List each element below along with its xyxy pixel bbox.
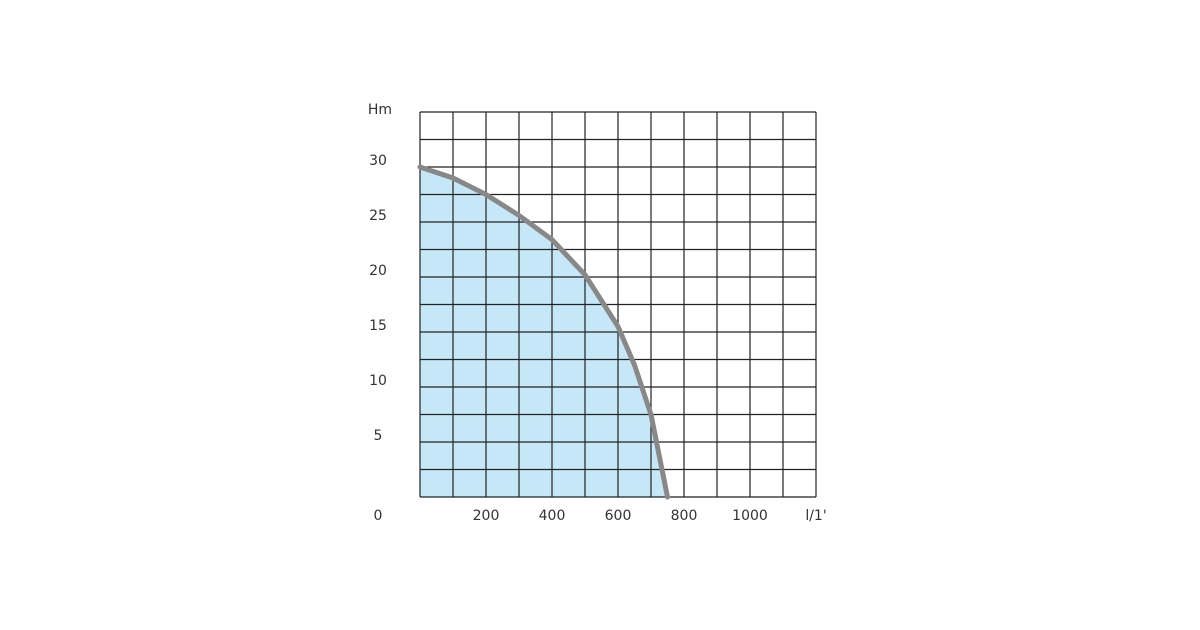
y-tick-label: 5 [374,428,383,444]
y-axis-label: Hm [368,102,392,118]
y-tick-label: 25 [369,208,387,224]
y-tick-label: 20 [369,263,387,279]
x-tick-label: 800 [671,508,698,524]
y-tick-label: 15 [369,318,387,334]
x-tick-label: 200 [473,508,500,524]
x-tick-label: 400 [539,508,566,524]
x-tick-label: 1000 [732,508,768,524]
curve [417,164,670,500]
y-tick-label: 10 [369,373,387,389]
y-tick-label: 0 [374,508,383,524]
y-tick-label: 30 [369,153,387,169]
x-axis-label: l/1' [805,508,826,524]
x-tick-label: 600 [605,508,632,524]
